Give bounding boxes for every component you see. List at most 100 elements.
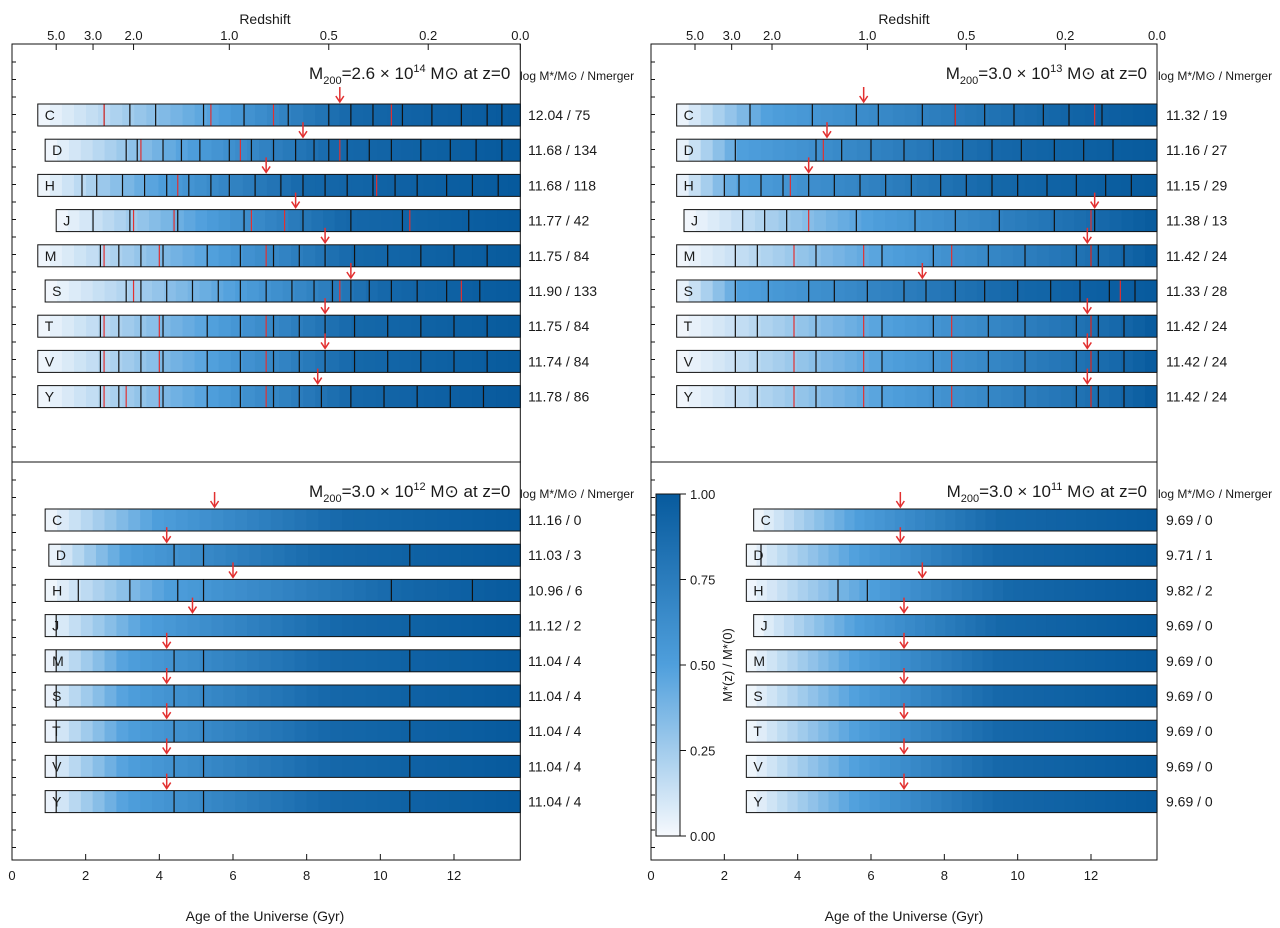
mass-cell [988, 244, 1002, 267]
mass-cell [80, 579, 94, 602]
mass-cell [928, 350, 942, 373]
mass-cell [931, 755, 942, 778]
mass-cell [945, 614, 956, 637]
mass-cell [265, 209, 278, 232]
mass-cell [1048, 280, 1062, 302]
mass-cell [1024, 244, 1038, 267]
mass-cell [676, 139, 690, 162]
mass-cell [1085, 544, 1096, 567]
mass-cell [291, 244, 304, 267]
mass-cell [331, 544, 345, 567]
mass-cell [92, 685, 106, 707]
mass-cell [688, 385, 702, 408]
mass-cell [832, 104, 846, 126]
mass-cell [1085, 755, 1096, 778]
mass-cell [861, 209, 874, 232]
mass-cell [247, 509, 260, 531]
mass-cell [712, 174, 726, 197]
half-mass-arrowhead [335, 95, 345, 104]
mass-cell [992, 649, 1004, 672]
mass-cell [1105, 720, 1117, 743]
mass-cell [1023, 579, 1035, 602]
half-mass-arrowhead [162, 676, 172, 685]
mass-cell [163, 755, 177, 778]
mass-cell [808, 385, 822, 408]
mass-cell [864, 509, 876, 531]
panels-layer: M200=2.6 × 1014 M⊙ at z=0 log M*/M⊙ / Nme… [8, 28, 1272, 883]
mass-cell [472, 614, 486, 637]
age-tick-label: 8 [303, 868, 310, 883]
mass-cell [152, 790, 165, 813]
mass-cell [1023, 755, 1035, 778]
mass-cell [1054, 790, 1066, 813]
mass-cell [306, 790, 319, 813]
mass-cell [941, 544, 953, 567]
mass-cell [783, 614, 795, 637]
half-mass-arrowhead [228, 570, 238, 579]
mass-cell [247, 755, 260, 778]
mass-cell [484, 509, 498, 531]
track-outline [745, 543, 1158, 567]
mass-cell [890, 649, 901, 672]
mass-cell [365, 649, 379, 672]
mass-cell [992, 790, 1004, 813]
mass-cell [353, 685, 367, 707]
mass-cell [45, 649, 58, 672]
age-tick-label: 12 [1084, 868, 1098, 883]
mass-cell [760, 350, 774, 373]
mass-cell [484, 104, 497, 126]
mass-cell [880, 244, 894, 267]
mass-cell [1025, 614, 1037, 637]
mass-cell [1095, 649, 1107, 672]
mass-cell [353, 649, 367, 672]
mass-cell [988, 139, 1002, 162]
mass-cell [496, 385, 509, 408]
mass-cell [777, 790, 788, 813]
mass-cell [377, 280, 391, 302]
mass-cell [892, 350, 906, 373]
mass-cell [1096, 385, 1110, 408]
mass-cell [972, 579, 984, 602]
mass-cell [375, 385, 389, 408]
mass-cell [844, 244, 858, 267]
mass-cell [892, 104, 906, 126]
mass-cell [49, 315, 63, 338]
mass-cell [1132, 244, 1146, 267]
mass-cell [116, 509, 129, 531]
mass-cell [211, 685, 224, 707]
mass-cell [247, 649, 260, 672]
mass-cell [868, 104, 882, 126]
mass-cell [294, 790, 308, 813]
mass-cell [235, 509, 248, 531]
mass-cell [242, 315, 256, 338]
mass-cell [140, 614, 153, 637]
mass-cell [211, 649, 224, 672]
mass-cell [199, 614, 213, 637]
mass-cell [869, 649, 881, 672]
mass-cell [777, 685, 788, 707]
mass-cell [279, 385, 292, 408]
mass-cell [461, 544, 474, 567]
mass-cell [472, 104, 485, 126]
mass-cell [1084, 104, 1098, 126]
mass-cell [175, 579, 189, 602]
mass-cell [940, 315, 954, 338]
mass-cell [1085, 579, 1096, 602]
mass-cell [299, 209, 313, 232]
mass-cell [832, 315, 846, 338]
mass-cell [91, 209, 104, 232]
mass-cell [253, 209, 266, 232]
mass-cell [807, 755, 819, 778]
mass-cell [965, 614, 977, 637]
mass-cell [920, 790, 932, 813]
row-label: T [52, 723, 61, 739]
mass-cell [856, 139, 870, 162]
mass-cell [37, 315, 51, 338]
track-outline [676, 103, 1158, 127]
mass-cell [1060, 385, 1074, 408]
mass-cell [756, 755, 768, 778]
mass-cell [437, 649, 450, 672]
mass-cell [910, 685, 922, 707]
mass-cell [849, 790, 860, 813]
mass-cell [484, 579, 498, 602]
